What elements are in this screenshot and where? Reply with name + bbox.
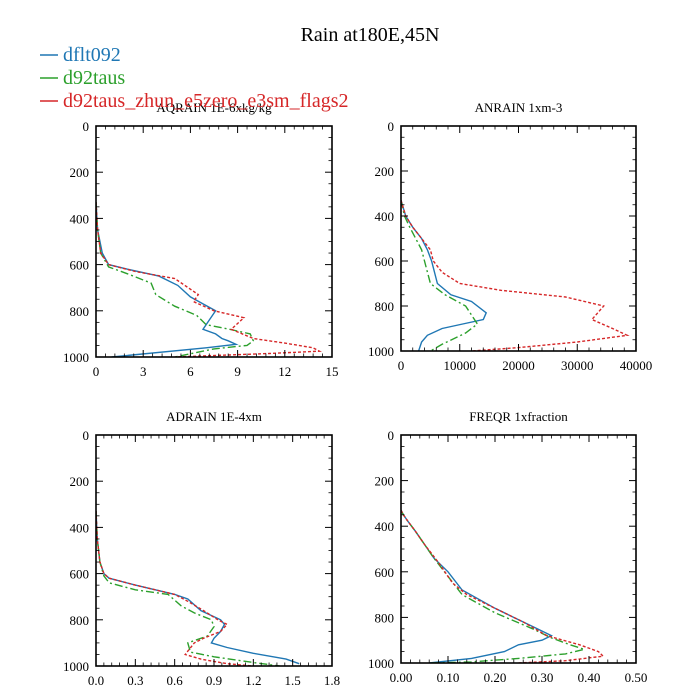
panel-2: 0 10000 20000 30000 40000 0 200 400 600 800 1000 AN… — [368, 100, 652, 373]
x-tick-label: 30000 — [561, 358, 594, 373]
x-tick-label: 3 — [140, 364, 147, 379]
x-tick-label: 0.30 — [531, 670, 554, 685]
plot-frame — [95, 125, 333, 358]
y-tick-label: 0 — [83, 119, 90, 134]
x-tick-label: 1.2 — [245, 673, 261, 688]
y-tick-label: 1000 — [368, 656, 394, 671]
y-tick-label: 800 — [375, 299, 395, 314]
plot-frame — [400, 125, 637, 352]
plot-frame — [400, 434, 637, 664]
y-tick-label: 800 — [375, 610, 395, 625]
panel-1: 0 3 6 9 12 15 0 200 400 600 800 1000 AQRAIN 1E-6xkg/… — [63, 100, 339, 379]
y-tick-label: 200 — [70, 474, 90, 489]
x-tick-label: 10000 — [444, 358, 477, 373]
x-tick-label: 0.0 — [88, 673, 104, 688]
y-tick-label: 0 — [83, 428, 90, 443]
x-tick-label: 15 — [326, 364, 339, 379]
series-line-3 — [401, 200, 630, 351]
y-tick-label: 800 — [70, 613, 90, 628]
y-tick-label: 1000 — [63, 350, 89, 365]
legend-item-3: d92taus_zhun_e5zero_e3sm_flags2 — [40, 90, 348, 112]
x-tick-label: 0.50 — [625, 670, 648, 685]
series-line-1 — [401, 200, 488, 351]
series-line-1 — [401, 509, 553, 663]
y-tick-label: 1000 — [368, 344, 394, 359]
y-tick-label: 400 — [375, 519, 395, 534]
y-tick-label: 1000 — [63, 659, 89, 674]
x-tick-label: 6 — [187, 364, 194, 379]
legend-item-2: d92taus — [40, 67, 125, 89]
series-line-2 — [401, 200, 479, 351]
plot-frame — [95, 434, 333, 667]
x-tick-label: 20000 — [502, 358, 535, 373]
y-tick-label: 200 — [375, 164, 395, 179]
x-tick-label: 40000 — [620, 358, 653, 373]
x-tick-label: 1.8 — [324, 673, 340, 688]
series-line-3 — [401, 509, 605, 663]
y-tick-label: 0 — [388, 428, 395, 443]
series-line-2 — [96, 511, 280, 666]
figure-title: Rain at180E,45N — [301, 24, 440, 46]
y-tick-label: 600 — [70, 258, 90, 273]
legend-item-1: dflt092 — [40, 44, 121, 66]
x-tick-label: 0.9 — [206, 673, 222, 688]
x-tick-label: 12 — [278, 364, 291, 379]
panel-title: AQRAIN 1E-6xkg/kg — [156, 100, 272, 115]
x-tick-label: 0.10 — [437, 670, 460, 685]
panel-title: ANRAIN 1xm-3 — [475, 100, 563, 115]
y-tick-label: 600 — [375, 254, 395, 269]
x-tick-label: 0 — [398, 358, 405, 373]
series-line-2 — [96, 202, 255, 357]
y-tick-label: 400 — [70, 211, 90, 226]
panel-title: ADRAIN 1E-4xm — [166, 409, 262, 424]
panels: 0 3 6 9 12 15 0 200 400 600 800 1000 AQRAIN 1E-6xkg/… — [63, 100, 652, 688]
series-line-3 — [96, 511, 254, 666]
legend-label: d92taus_zhun_e5zero_e3sm_flags2 — [63, 90, 348, 112]
x-tick-label: 0.00 — [390, 670, 413, 685]
y-tick-label: 400 — [70, 520, 90, 535]
x-tick-label: 0.40 — [578, 670, 601, 685]
x-tick-label: 0.3 — [127, 673, 143, 688]
y-tick-label: 600 — [375, 565, 395, 580]
legend-label: d92taus — [63, 67, 125, 89]
y-tick-label: 0 — [388, 119, 395, 134]
series-line-3 — [96, 202, 322, 357]
y-tick-label: 400 — [375, 209, 395, 224]
x-tick-label: 1.5 — [285, 673, 301, 688]
panel-3: 0.0 0.3 0.6 0.9 1.2 1.5 1.8 0 200 400 600 800 1000 AD… — [63, 409, 340, 688]
x-tick-label: 0 — [93, 364, 100, 379]
y-tick-label: 600 — [70, 567, 90, 582]
legend-label: dflt092 — [63, 44, 121, 66]
y-tick-label: 800 — [70, 304, 90, 319]
panel-title: FREQR 1xfraction — [469, 409, 568, 424]
y-tick-label: 200 — [70, 165, 90, 180]
series-line-1 — [96, 202, 239, 357]
series-line-2 — [401, 509, 587, 663]
panel-4: 0.00 0.10 0.20 0.30 0.40 0.50 0 200 400 600 800 100… — [368, 409, 647, 685]
x-tick-label: 0.6 — [167, 673, 184, 688]
x-tick-label: 9 — [234, 364, 241, 379]
y-tick-label: 200 — [375, 474, 395, 489]
x-tick-label: 0.20 — [484, 670, 507, 685]
legend: dflt092d92tausd92taus_zhun_e5zero_e3sm_f… — [40, 44, 348, 112]
